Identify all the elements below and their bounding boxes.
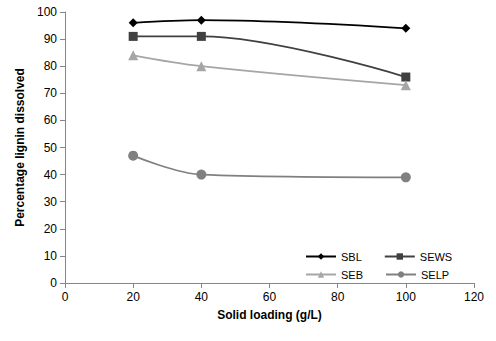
svg-text:90: 90 <box>44 32 58 46</box>
svg-text:Solid loading (g/L): Solid loading (g/L) <box>217 308 322 322</box>
svg-text:0: 0 <box>62 290 69 304</box>
svg-text:30: 30 <box>44 195 58 209</box>
svg-text:120: 120 <box>464 290 484 304</box>
svg-text:80: 80 <box>331 290 345 304</box>
svg-text:50: 50 <box>44 141 58 155</box>
svg-text:70: 70 <box>44 86 58 100</box>
svg-text:10: 10 <box>44 249 58 263</box>
svg-text:40: 40 <box>44 168 58 182</box>
svg-text:80: 80 <box>44 59 58 73</box>
svg-text:0: 0 <box>50 276 57 290</box>
svg-text:Percentage lignin dissolved: Percentage lignin dissolved <box>13 68 27 227</box>
svg-text:100: 100 <box>396 290 416 304</box>
svg-text:20: 20 <box>44 222 58 236</box>
svg-text:SBL: SBL <box>341 251 362 263</box>
svg-text:100: 100 <box>37 5 57 19</box>
svg-text:40: 40 <box>195 290 209 304</box>
svg-text:SEWS: SEWS <box>420 251 452 263</box>
svg-text:60: 60 <box>263 290 277 304</box>
svg-text:20: 20 <box>126 290 140 304</box>
svg-text:60: 60 <box>44 113 58 127</box>
svg-text:SELP: SELP <box>421 269 449 281</box>
svg-text:SEB: SEB <box>341 269 363 281</box>
